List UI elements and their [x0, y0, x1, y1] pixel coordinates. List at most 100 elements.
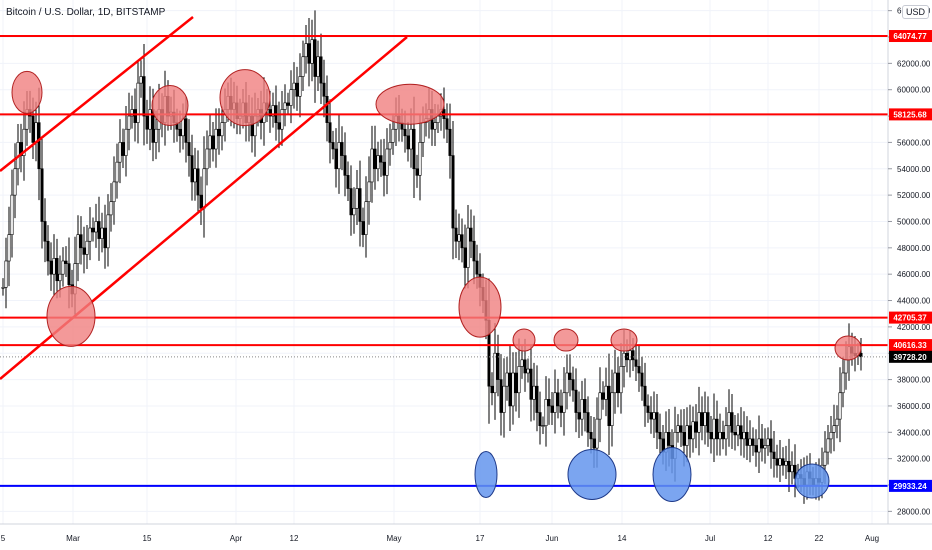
candle	[343, 132, 347, 197]
candle	[121, 128, 125, 169]
candle-body	[145, 115, 149, 130]
y-tick-label: 32000.00	[897, 455, 931, 464]
candle	[733, 415, 737, 451]
level-price-label: 58125.68	[893, 110, 927, 119]
level-price-tag	[889, 108, 932, 121]
candle	[364, 176, 368, 258]
time-axis[interactable]: 5 Mar 15 Apr 12 May 17 Jun 14 Jul 12 22 Aug	[0, 523, 932, 543]
candle	[193, 147, 197, 201]
candle	[448, 103, 452, 179]
candle-body	[514, 372, 518, 394]
candle	[7, 206, 11, 287]
candle	[490, 372, 494, 406]
candle-body	[148, 109, 152, 130]
candle-body	[646, 405, 650, 413]
candle	[61, 247, 65, 287]
candle	[793, 444, 797, 498]
candle-body	[331, 142, 335, 150]
y-tick-label: 38000.00	[897, 376, 931, 385]
candle	[271, 92, 275, 128]
candle-body	[703, 412, 707, 427]
candle	[88, 207, 92, 261]
candle	[529, 344, 533, 422]
candle	[109, 183, 113, 232]
candle-body	[67, 263, 71, 286]
candle-body	[637, 366, 641, 374]
x-tick-label: 12	[290, 534, 299, 543]
candle-body	[763, 445, 767, 449]
candle	[649, 396, 653, 434]
support-marker	[794, 463, 830, 499]
candle-body	[655, 412, 659, 433]
candle	[145, 99, 149, 144]
candle-body	[490, 385, 494, 394]
candle-body	[712, 418, 716, 440]
candle-body	[52, 258, 56, 275]
candle	[706, 396, 710, 447]
candle-body	[121, 142, 125, 156]
candle	[187, 119, 191, 177]
candle-body	[340, 142, 344, 156]
level-price-label: 42705.37	[893, 314, 927, 323]
candle	[442, 87, 446, 139]
resistance-marker	[512, 328, 536, 352]
candle	[202, 136, 206, 238]
candle-body	[10, 194, 14, 235]
candle-body	[370, 148, 374, 183]
candle	[691, 406, 695, 453]
candle	[463, 224, 467, 289]
candle-body	[220, 122, 224, 137]
candle-body	[388, 142, 392, 150]
candle	[64, 246, 68, 278]
candle-body	[133, 109, 137, 123]
candle-body	[82, 247, 86, 255]
candle	[46, 225, 50, 276]
candle	[508, 345, 512, 432]
candle-body	[7, 234, 11, 262]
candle-body	[643, 385, 647, 407]
candle	[313, 10, 317, 103]
candle	[781, 447, 785, 476]
candle-body	[100, 227, 104, 239]
candle	[55, 238, 59, 299]
candle	[208, 114, 212, 168]
candle	[787, 438, 791, 492]
candle-body	[517, 366, 521, 394]
candle-body	[736, 425, 740, 436]
candle-body	[472, 240, 476, 262]
candle-body	[598, 392, 602, 420]
price-axis[interactable]: 28000.0030000.0032000.0034000.0036000.00…	[887, 0, 932, 524]
candle-body	[187, 142, 191, 156]
candle	[379, 139, 383, 177]
candle	[220, 106, 224, 151]
candle	[13, 143, 17, 219]
candle-body	[511, 372, 515, 407]
candle	[19, 123, 23, 173]
candle	[619, 343, 623, 414]
currency-button[interactable]: USD	[902, 5, 930, 19]
candle-body	[445, 118, 449, 130]
candle-body	[415, 168, 419, 176]
candle-body	[463, 247, 467, 268]
support-marker	[474, 450, 498, 498]
candle	[610, 369, 614, 447]
candle	[382, 138, 386, 197]
candle-body	[127, 115, 131, 130]
candle-body	[523, 359, 527, 374]
candle	[571, 366, 575, 402]
candle-body	[748, 438, 752, 446]
candle-body	[292, 82, 296, 91]
candle	[4, 237, 8, 309]
candle-body	[496, 352, 500, 380]
candle	[580, 380, 584, 436]
candle	[676, 414, 680, 443]
candle-body	[124, 128, 128, 156]
y-tick-label: 48000.00	[897, 244, 931, 253]
candle	[499, 354, 503, 436]
candle-body	[184, 118, 188, 143]
candle	[589, 416, 593, 454]
resistance-marker	[834, 335, 862, 361]
candle	[331, 130, 335, 160]
candle-body	[628, 350, 632, 361]
